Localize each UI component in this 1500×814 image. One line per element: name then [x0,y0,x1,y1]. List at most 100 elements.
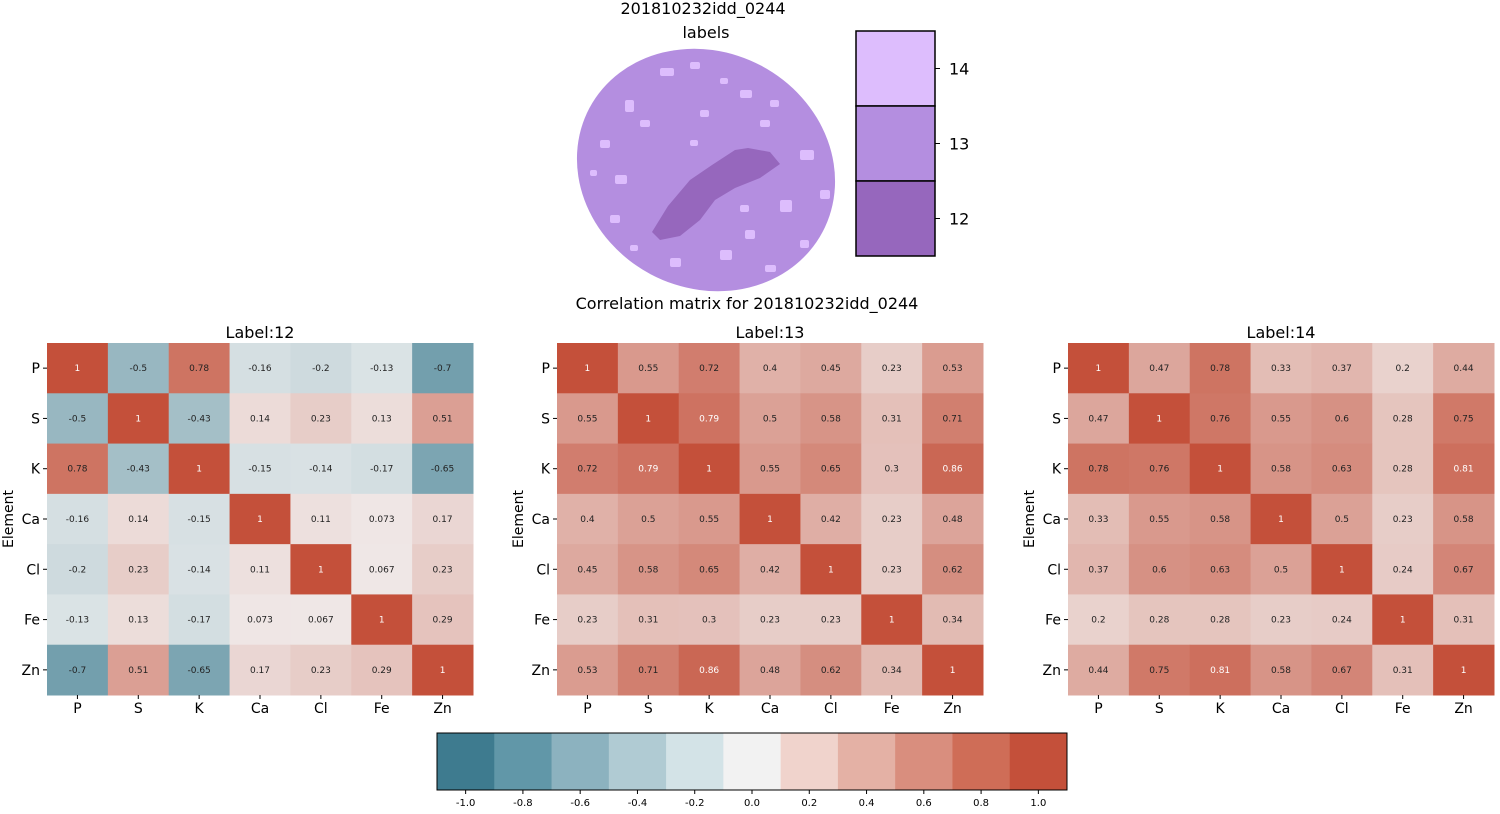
label-14-patch [610,215,620,223]
colorbar-tick-label: 1.0 [1030,798,1046,809]
heatmap-cell [1068,594,1130,646]
x-tick-label: P [73,701,81,717]
heatmap-cell [800,644,862,696]
cell-value-label: 0.3 [702,616,716,626]
heatmap-cell [1189,644,1252,696]
cell-value-label: 1 [706,465,712,475]
heatmap-cell [107,644,170,696]
heatmap-cell [412,644,474,696]
heatmap-cell [1311,443,1373,495]
cell-value-label: -0.16 [66,515,90,525]
cell-value-label: 0.14 [250,414,270,424]
heatmap-cell [229,493,291,545]
y-tick-label: K [1052,462,1062,478]
cell-value-label: 0.78 [1088,465,1108,475]
heatmap-cell [800,594,862,646]
cell-value-label: 1 [585,364,591,374]
heatmap-cell [617,343,680,394]
heatmap-cell [1372,393,1434,445]
heatmap-title: Label:12 [226,323,295,342]
cell-value-label: 0.78 [1210,364,1230,374]
cell-value-label: 0.23 [1393,515,1413,525]
cell-value-label: 1 [257,515,263,525]
label-14-patch [800,240,809,248]
heatmap-cell [351,343,413,394]
colorbar-tick-label: -0.2 [685,798,705,809]
colorbar-bin [895,733,953,790]
cell-value-label: 0.78 [67,465,87,475]
heatmap-ylabel: Element [511,490,527,548]
heatmap-cell [678,343,741,394]
heatmap-cell [1372,644,1434,696]
cell-value-label: 0.76 [1210,414,1230,424]
y-tick-label: Zn [1043,663,1061,679]
cell-value-label: 1 [950,666,956,676]
x-tick-label: S [134,701,143,717]
cell-value-label: 0.23 [882,515,902,525]
cell-value-label: 0.62 [943,565,963,575]
x-tick-label: K [195,701,205,717]
heatmap-cell [1250,443,1312,495]
heatmap-cell [168,544,231,595]
x-tick-label: Zn [1454,701,1472,717]
cell-value-label: 0.17 [250,666,270,676]
heatmap-cell [107,544,170,595]
cell-value-label: 0.55 [577,414,597,424]
heatmap-cell [1372,443,1434,495]
cell-value-label: -0.15 [187,515,210,525]
cell-value-label: -0.65 [431,465,454,475]
heatmap-cell [290,343,352,394]
cell-value-label: 1 [1339,565,1345,575]
cell-value-label: -0.2 [69,565,87,575]
colorbar-bin [551,733,610,790]
heatmap-cell [168,443,231,495]
heatmap-cell [1311,594,1373,646]
heatmap-title: Label:13 [736,323,805,342]
heatmap-cell [800,343,862,394]
heatmap-cell [1068,644,1130,696]
cell-value-label: -0.14 [309,465,333,475]
cell-value-label: -0.65 [187,666,210,676]
cell-value-label: 0.23 [821,616,841,626]
cell-value-label: 1 [1278,515,1284,525]
cell-value-label: -0.5 [69,414,87,424]
heatmap-cell [168,493,231,545]
cell-value-label: 0.58 [1271,666,1291,676]
label-14-patch [760,120,770,127]
heatmap-cell [1068,393,1130,445]
heatmap-cell [412,544,474,595]
cell-value-label: 0.34 [882,666,902,676]
colorbar-tick-label: -0.4 [628,798,648,809]
cell-value-label: 0.31 [1393,666,1413,676]
cell-value-label: 0.23 [577,616,597,626]
label-legend-text: 13 [949,135,969,154]
cell-value-label: 1 [889,616,895,626]
cell-value-label: 0.81 [1454,465,1474,475]
cell-value-label: 0.34 [943,616,963,626]
colorbar-tick-label: 0.2 [801,798,817,809]
heatmap-cell [47,393,109,445]
heatmap-title: Label:14 [1247,323,1316,342]
heatmap-cell [1372,594,1434,646]
heatmap-cell [107,594,170,646]
heatmap-cell [922,343,984,394]
cell-value-label: 0.23 [1271,616,1291,626]
cell-value-label: 1 [1217,465,1223,475]
x-tick-label: S [644,701,653,717]
heatmap-cell [617,443,680,495]
cell-value-label: 0.29 [433,616,453,626]
y-tick-label: Ca [1043,512,1061,528]
cell-value-label: 0.65 [699,565,719,575]
heatmap-cell [290,443,352,495]
heatmap-cell [1372,493,1434,545]
y-tick-label: Cl [1047,562,1061,578]
heatmap-group: Label:12 Element 1 -0.5 0.78 -0.16 -0.2 -0.13 -0… [1,323,1495,717]
cell-value-label: -0.43 [127,465,150,475]
cell-value-label: 1 [1461,666,1467,676]
y-tick-label: Cl [26,562,40,578]
heatmap-cell [739,393,801,445]
cell-value-label: 0.6 [1335,414,1350,424]
heatmap-cell [1433,443,1495,495]
cell-value-label: 0.47 [1149,364,1169,374]
